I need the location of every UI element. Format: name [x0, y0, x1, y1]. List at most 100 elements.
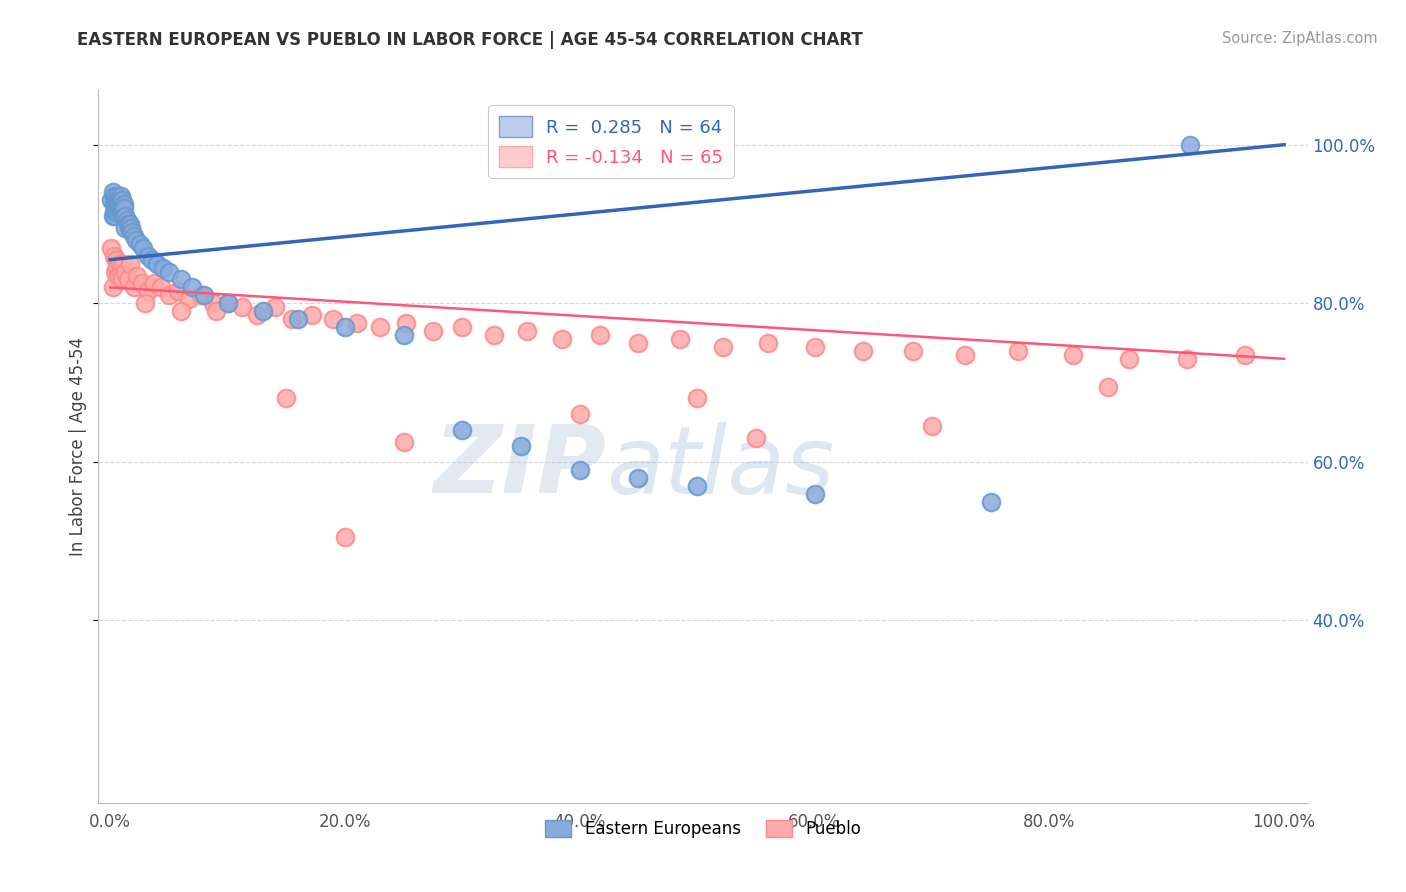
Point [395, 316, 418, 330]
Point [100, 193, 122, 207]
Point [392, 435, 415, 450]
Point [177, 293, 200, 307]
Point [105, 201, 128, 215]
Point [451, 320, 474, 334]
Point [107, 205, 129, 219]
Point [101, 280, 124, 294]
Point [100, 241, 122, 255]
Point [169, 272, 191, 286]
Point [121, 225, 143, 239]
Point [422, 324, 444, 338]
Text: atlas: atlas [606, 422, 835, 513]
Point [333, 320, 356, 334]
Point [104, 193, 127, 207]
Point [107, 197, 129, 211]
Point [246, 308, 269, 322]
Point [108, 257, 131, 271]
Point [108, 197, 131, 211]
Point [901, 343, 924, 358]
Point [157, 288, 180, 302]
Point [136, 249, 159, 263]
Point [1097, 379, 1119, 393]
Point [217, 296, 239, 310]
Y-axis label: In Labor Force | Age 45-54: In Labor Force | Age 45-54 [69, 336, 87, 556]
Point [346, 316, 368, 330]
Point [392, 328, 415, 343]
Point [169, 304, 191, 318]
Point [157, 264, 180, 278]
Point [105, 201, 128, 215]
Point [104, 209, 127, 223]
Point [110, 205, 132, 219]
Point [1007, 343, 1029, 358]
Point [131, 277, 153, 291]
Point [1234, 348, 1257, 362]
Point [803, 340, 825, 354]
Point [118, 221, 141, 235]
Point [112, 205, 135, 219]
Point [105, 189, 128, 203]
Point [745, 431, 768, 445]
Point [122, 280, 145, 294]
Point [105, 260, 128, 275]
Point [231, 300, 253, 314]
Point [122, 228, 145, 243]
Point [104, 264, 127, 278]
Point [204, 304, 226, 318]
Point [711, 340, 734, 354]
Point [627, 335, 650, 350]
Point [276, 392, 298, 406]
Text: Source: ZipAtlas.com: Source: ZipAtlas.com [1222, 31, 1378, 46]
Point [217, 296, 239, 310]
Point [101, 186, 124, 200]
Point [115, 213, 138, 227]
Point [167, 285, 190, 299]
Point [263, 300, 285, 314]
Point [120, 221, 142, 235]
Legend: Eastern Europeans, Pueblo: Eastern Europeans, Pueblo [538, 813, 868, 845]
Point [510, 439, 533, 453]
Point [105, 197, 128, 211]
Point [202, 296, 225, 310]
Point [287, 312, 309, 326]
Point [980, 494, 1002, 508]
Point [120, 257, 142, 271]
Point [190, 288, 212, 302]
Point [103, 197, 125, 211]
Point [114, 209, 136, 223]
Point [120, 217, 142, 231]
Point [686, 478, 709, 492]
Point [112, 197, 135, 211]
Point [112, 257, 135, 271]
Point [128, 236, 150, 251]
Point [756, 335, 779, 350]
Point [482, 328, 505, 343]
Point [111, 193, 134, 207]
Point [301, 308, 323, 322]
Point [107, 268, 129, 283]
Point [281, 312, 304, 326]
Point [111, 272, 134, 286]
Point [105, 252, 128, 267]
Point [101, 209, 124, 223]
Point [252, 304, 274, 318]
Point [112, 201, 135, 215]
Point [181, 280, 204, 294]
Point [105, 193, 128, 207]
Point [333, 530, 356, 544]
Point [110, 189, 132, 203]
Point [589, 328, 612, 343]
Point [551, 332, 574, 346]
Point [146, 257, 169, 271]
Point [516, 324, 538, 338]
Point [451, 423, 474, 437]
Point [107, 193, 129, 207]
Point [107, 201, 129, 215]
Point [686, 392, 709, 406]
Point [111, 197, 134, 211]
Point [108, 201, 131, 215]
Point [110, 264, 132, 278]
Point [1175, 351, 1198, 366]
Point [152, 260, 174, 275]
Point [568, 407, 591, 421]
